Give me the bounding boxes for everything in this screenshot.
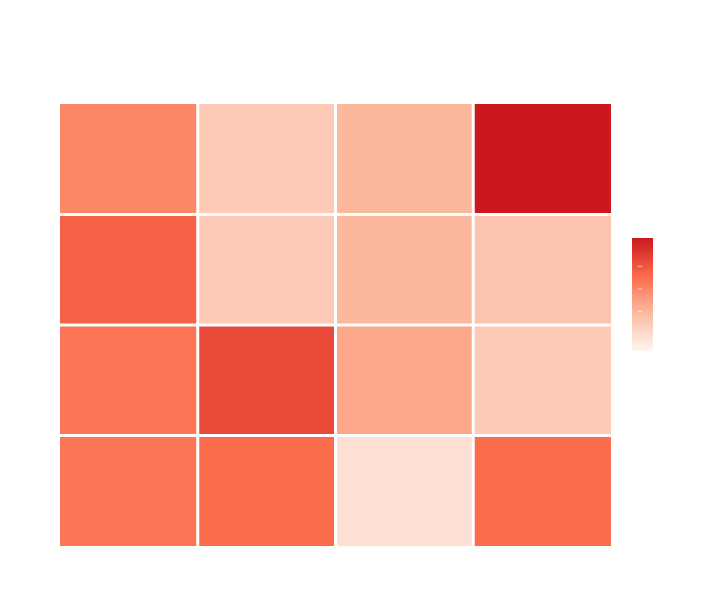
heatmap-cell-r2-c3 bbox=[337, 216, 472, 324]
heatmap-cells bbox=[60, 104, 611, 546]
heatmap-cell-r1-c1 bbox=[60, 104, 197, 213]
heatmap-cell-r2-c2 bbox=[199, 216, 334, 324]
heatmap-cell-r1-c3 bbox=[337, 104, 472, 213]
heatmap-cell-r4-c4 bbox=[474, 437, 611, 546]
heatmap-cell-r4-c3 bbox=[337, 437, 472, 546]
heatmap-cell-r3-c3 bbox=[337, 326, 472, 434]
heatmap-cell-r4-c2 bbox=[199, 437, 334, 546]
heatmap-cell-r2-c1 bbox=[60, 216, 197, 324]
colorbar-gradient bbox=[632, 238, 653, 351]
heatmap-cell-r3-c1 bbox=[60, 326, 197, 434]
heatmap-cell-r2-c4 bbox=[474, 216, 611, 324]
heatmap-cell-r3-c4 bbox=[474, 326, 611, 434]
heatmap-cell-r3-c2 bbox=[199, 326, 334, 434]
heatmap-cell-r4-c1 bbox=[60, 437, 197, 546]
colorbar bbox=[632, 238, 653, 351]
heatmap-cell-r1-c2 bbox=[199, 104, 334, 213]
heatmap-cell-r1-c4 bbox=[474, 104, 611, 213]
